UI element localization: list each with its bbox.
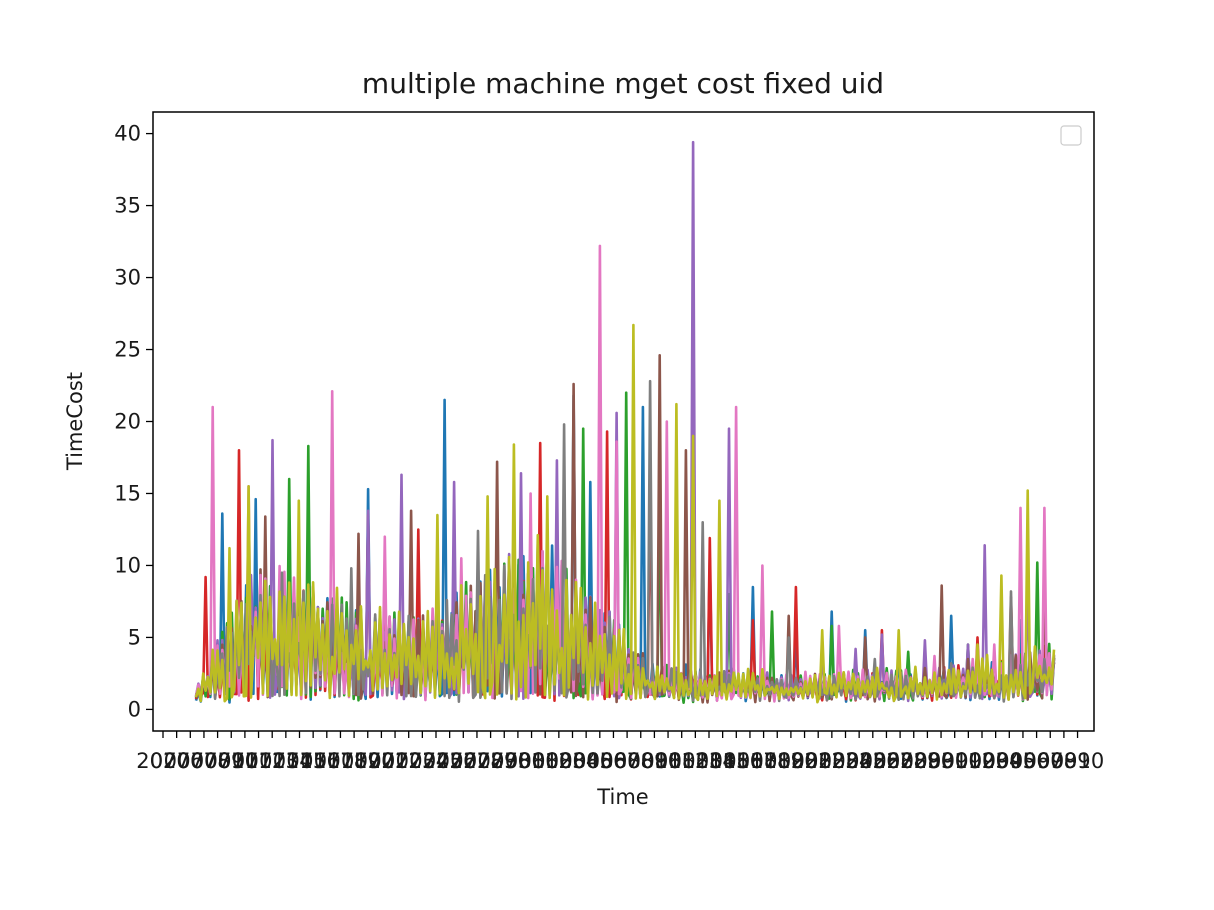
x-tick-label: 0823 bbox=[805, 749, 858, 773]
y-tick-label: 30 bbox=[114, 266, 141, 290]
x-tick-label: 0814 bbox=[682, 749, 735, 773]
x-tick-label: 0825 bbox=[832, 749, 885, 773]
x-tick-label: 0904 bbox=[969, 749, 1022, 773]
y-tick-label: 40 bbox=[114, 122, 141, 146]
x-tick-label: 0907 bbox=[1010, 749, 1063, 773]
x-tick-label: 0901 bbox=[928, 749, 981, 773]
x-tick-label: 0715 bbox=[273, 749, 326, 773]
x-tick-label: 0728 bbox=[450, 749, 503, 773]
x-tick-label: 0813 bbox=[669, 749, 722, 773]
x-tick-label: 0830 bbox=[901, 749, 954, 773]
x-tick-label: 0731 bbox=[491, 749, 544, 773]
x-tick-label: 0826 bbox=[846, 749, 899, 773]
y-tick-label: 20 bbox=[114, 410, 141, 434]
x-tick-label: 0719 bbox=[327, 749, 380, 773]
x-tick-label: 0805 bbox=[559, 749, 612, 773]
x-tick-label: 0706 bbox=[150, 749, 203, 773]
x-tick-label: 0806 bbox=[573, 749, 626, 773]
x-tick-label: 0723 bbox=[382, 749, 435, 773]
series-layer bbox=[194, 140, 1056, 704]
x-tick-label: 0717 bbox=[300, 749, 353, 773]
x-tick-label: 0712 bbox=[232, 749, 285, 773]
x-tick-label: 0815 bbox=[696, 749, 749, 773]
x-tick-label: 0827 bbox=[860, 749, 913, 773]
x-tick-label: 0721 bbox=[355, 749, 408, 773]
x-tick-label: 2020 bbox=[136, 749, 189, 773]
x-tick-label: 0718 bbox=[314, 749, 367, 773]
x-tick-label: 0804 bbox=[546, 749, 599, 773]
x-tick-label: 0810 bbox=[628, 749, 681, 773]
chart-title: multiple machine mget cost fixed uid bbox=[362, 67, 884, 100]
x-tick-label: 0909 bbox=[1037, 749, 1090, 773]
x-tick-label: 0824 bbox=[819, 749, 872, 773]
x-tick-label: 0720 bbox=[341, 749, 394, 773]
x-tick-label: 0906 bbox=[996, 749, 1049, 773]
x-axis: 2020070607070708070907100711071207130714… bbox=[136, 731, 1104, 773]
x-tick-label: 0714 bbox=[259, 749, 312, 773]
y-tick-label: 25 bbox=[114, 338, 141, 362]
y-axis: 0 5 10 15 20 25 30 35 40 bbox=[114, 122, 153, 721]
x-tick-label: 0831 bbox=[914, 749, 967, 773]
x-tick-label: 0730 bbox=[478, 749, 531, 773]
x-tick-label: 0908 bbox=[1024, 749, 1077, 773]
x-tick-label: 0829 bbox=[887, 749, 940, 773]
x-tick-label: 0818 bbox=[737, 749, 790, 773]
x-axis-label: Time bbox=[596, 785, 648, 809]
x-tick-label: 0713 bbox=[245, 749, 298, 773]
x-tick-label: 0811 bbox=[641, 749, 694, 773]
x-tick-label: 0726 bbox=[423, 749, 476, 773]
x-tick-label: 0822 bbox=[791, 749, 844, 773]
x-tick-label: 0828 bbox=[873, 749, 926, 773]
y-tick-label: 0 bbox=[128, 697, 141, 721]
series-line-8 bbox=[194, 323, 1056, 704]
x-tick-label: 0711 bbox=[218, 749, 271, 773]
x-tick-label: 0910 bbox=[1051, 749, 1104, 773]
y-axis-label: TimeCost bbox=[63, 372, 87, 471]
x-tick-label: 0722 bbox=[368, 749, 421, 773]
x-tick-label: 0902 bbox=[942, 749, 995, 773]
y-tick-label: 10 bbox=[114, 553, 141, 577]
x-tick-label: 0807 bbox=[587, 749, 640, 773]
x-tick-label: 0816 bbox=[710, 749, 763, 773]
x-tick-label: 0821 bbox=[778, 749, 831, 773]
x-tick-label: 0727 bbox=[437, 749, 490, 773]
x-tick-label: 0802 bbox=[518, 749, 571, 773]
x-tick-label: 0801 bbox=[505, 749, 558, 773]
x-tick-label: 0808 bbox=[600, 749, 653, 773]
legend-box bbox=[1060, 125, 1082, 146]
x-tick-label: 0903 bbox=[955, 749, 1008, 773]
x-tick-label: 0724 bbox=[396, 749, 449, 773]
x-tick-label: 0707 bbox=[164, 749, 217, 773]
x-tick-label: 0803 bbox=[532, 749, 585, 773]
x-tick-label: 0905 bbox=[983, 749, 1036, 773]
x-tick-label: 0819 bbox=[751, 749, 804, 773]
x-tick-label: 0820 bbox=[764, 749, 817, 773]
x-tick-label: 0812 bbox=[655, 749, 708, 773]
x-tick-label: 0725 bbox=[409, 749, 462, 773]
y-tick-label: 5 bbox=[128, 625, 141, 649]
x-tick-label: 0710 bbox=[205, 749, 258, 773]
x-tick-label: 0716 bbox=[286, 749, 339, 773]
x-tick-label: 0729 bbox=[464, 749, 517, 773]
x-tick-label: 0708 bbox=[177, 749, 230, 773]
y-tick-label: 35 bbox=[114, 194, 141, 218]
y-tick-label: 15 bbox=[114, 481, 141, 505]
x-tick-label: 0709 bbox=[191, 749, 244, 773]
x-tick-label: 0817 bbox=[723, 749, 776, 773]
x-tick-label: 0809 bbox=[614, 749, 667, 773]
